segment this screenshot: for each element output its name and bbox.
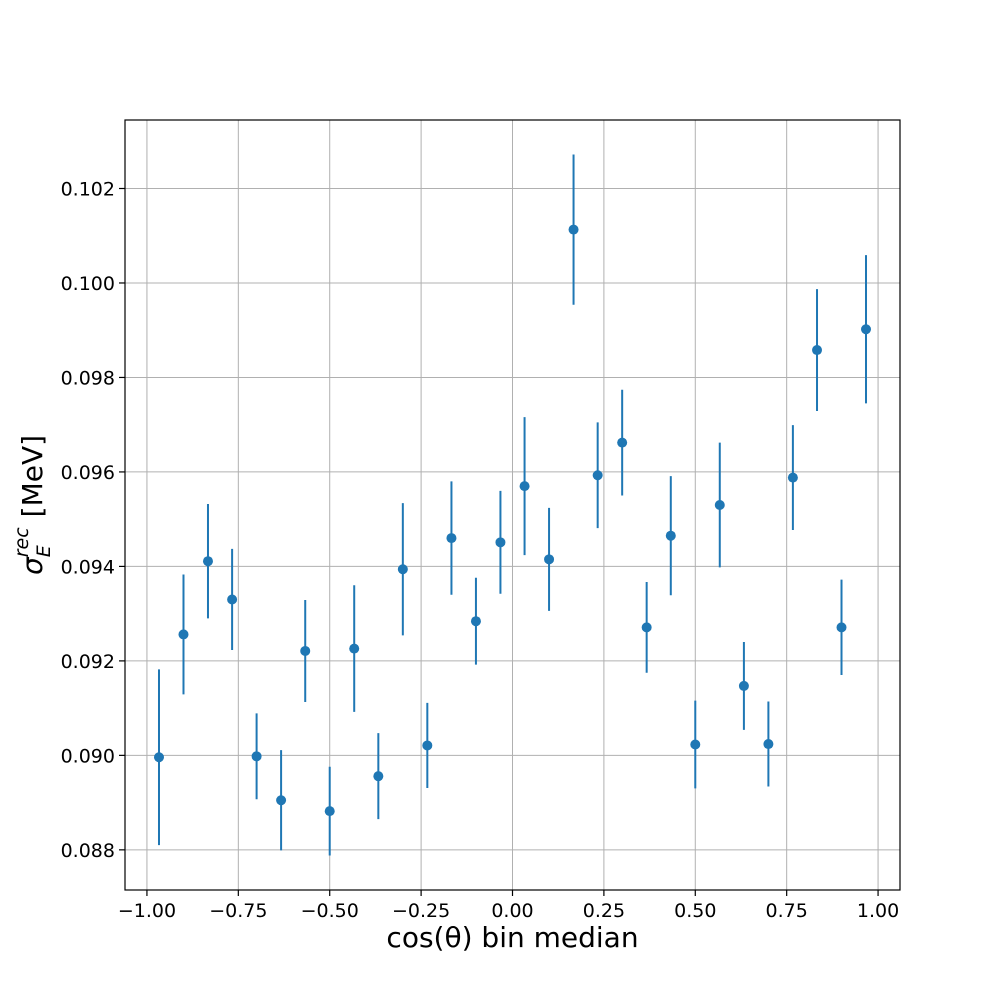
y-tick-label: 0.102: [61, 178, 115, 200]
y-axis-unit: [MeV]: [16, 435, 49, 517]
x-tick-label: 0.00: [491, 900, 533, 922]
data-point: [153, 752, 164, 763]
data-point: [300, 645, 311, 656]
data-point: [495, 537, 506, 548]
data-point: [446, 533, 457, 544]
y-tick-label: 0.092: [61, 651, 115, 673]
y-tick-label: 0.096: [61, 462, 115, 484]
y-axis-symbol: σ: [16, 556, 49, 575]
axis-ticks: −1.00 −0.75 −0.50 −0.25 0.00 0.25 0.50 0.75 1.00…: [61, 178, 900, 922]
data-point: [544, 554, 555, 565]
y-tick-label: 0.088: [61, 840, 115, 862]
grid: [125, 120, 900, 890]
x-tick-label: −0.50: [301, 900, 359, 922]
data-point: [251, 751, 262, 762]
data-point: [690, 739, 701, 750]
y-tick-label: 0.094: [61, 556, 115, 578]
x-tick-label: −1.00: [118, 900, 176, 922]
x-tick-label: 1.00: [857, 900, 899, 922]
data-point: [397, 564, 408, 575]
data-point: [422, 740, 433, 751]
x-tick-label: 0.25: [583, 900, 625, 922]
data-point: [568, 224, 579, 235]
data-point: [373, 771, 384, 782]
data-point: [861, 324, 872, 335]
data-point: [276, 795, 287, 806]
data-point: [617, 437, 628, 448]
data-point: [641, 622, 652, 633]
x-tick-label: −0.75: [209, 900, 267, 922]
y-tick-label: 0.090: [61, 745, 115, 767]
data-point: [227, 594, 238, 605]
y-axis-superscript: rec: [11, 527, 33, 558]
x-axis-title: cos(θ) bin median: [386, 921, 638, 954]
data-point: [836, 622, 847, 633]
y-axis-title: σErec [MeV]: [11, 435, 55, 575]
x-tick-label: 0.75: [766, 900, 808, 922]
data-point: [202, 556, 213, 567]
data-point: [665, 530, 676, 541]
y-tick-label: 0.100: [61, 273, 115, 295]
data-point: [812, 345, 823, 356]
data-series: [153, 154, 872, 856]
x-tick-label: 0.50: [674, 900, 716, 922]
x-tick-label: −0.25: [392, 900, 450, 922]
data-point: [592, 470, 603, 481]
data-point: [470, 616, 481, 627]
data-point: [787, 472, 798, 483]
y-axis-subscript: E: [33, 545, 55, 557]
data-point: [738, 680, 749, 691]
data-point: [714, 500, 725, 510]
data-point: [519, 481, 530, 492]
data-point: [324, 806, 335, 817]
data-point: [349, 643, 360, 654]
data-point: [178, 629, 189, 640]
data-point: [763, 739, 774, 750]
y-tick-label: 0.098: [61, 367, 115, 389]
